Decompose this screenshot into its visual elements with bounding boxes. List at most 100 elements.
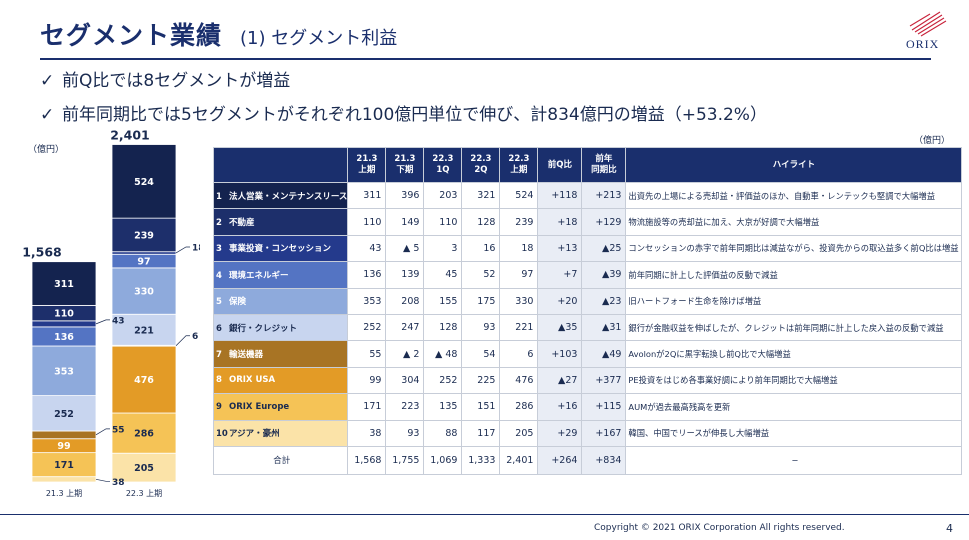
value-cell: 203 [423, 181, 463, 210]
check-icon: ✓ [40, 105, 55, 125]
value-cell: 128 [461, 208, 501, 236]
table-row: 7 輸送機器 55 ▲ 2 ▲ 48 54 6 +103 ▲49 Avolonが2Qに黒字転換し前… [212, 340, 963, 368]
yoy-change-cell: +213 [581, 181, 627, 210]
value-cell: 221 [499, 313, 539, 342]
segment-label: 保険 [229, 297, 247, 308]
table-unit-label: （億円） [914, 136, 951, 146]
value-cell: 252 [423, 366, 463, 395]
value-cell: 93 [461, 313, 501, 342]
highlight-cell: − [625, 445, 963, 475]
yoy-change-cell: ▲39 [581, 261, 627, 289]
bullet-1: ✓ 前Q比では8セグメントが増益 [40, 66, 290, 91]
qoq-change-cell: +16 [537, 393, 583, 421]
column-header: 22.3 上期 [499, 147, 539, 183]
segment-index: 1 [216, 191, 222, 202]
bar-value-label: 99 [57, 441, 70, 452]
segment-name: 9 ORIX Europe [212, 393, 349, 421]
value-cell: 311 [347, 181, 387, 210]
qoq-change-cell: +103 [537, 340, 583, 368]
column-header: 21.3 上期 [347, 147, 387, 183]
bar-segment [31, 261, 97, 306]
table-header-row: 21.3 上期 21.3 下期 22.3 1Q 22.3 2Q 22.3 上期 前Q比 前年 同期比 ハイ… [212, 147, 963, 183]
table-row: 10アジア・豪州 38 93 88 117 205 +29 +167 韓国、中国でリースが伸長し… [212, 419, 963, 447]
segment-label: 不動産 [229, 218, 255, 229]
table-row: 8 ORIX USA 99 304 252 225 476 ▲27 +377 PE投資をはじめ各事… [212, 366, 963, 395]
segment-index: 10 [216, 429, 228, 440]
segment-name: 6 銀行・クレジット [212, 313, 349, 342]
value-cell: 1,755 [385, 445, 425, 475]
bar-value-label: 524 [134, 177, 154, 188]
bar-segment [31, 345, 97, 396]
bar-value-label: 353 [54, 366, 74, 377]
value-cell: 55 [347, 340, 387, 368]
segment-name: 8 ORIX USA [212, 366, 349, 395]
bar-total-label: 1,568 [22, 245, 62, 260]
value-cell: 99 [347, 366, 387, 395]
category-label: 22.3 上期 [126, 489, 162, 498]
segment-index: 3 [216, 244, 222, 255]
copyright-text: Copyright © 2021 ORIX Corporation All ri… [594, 523, 845, 533]
page-title: セグメント業績 [40, 21, 223, 50]
value-cell: 286 [499, 393, 539, 421]
yoy-change-cell: ▲23 [581, 287, 627, 315]
side-value-label: 18 [192, 243, 200, 253]
qoq-change-cell: +118 [537, 181, 583, 210]
highlight-cell: AUMが過去最高残高を更新 [625, 393, 963, 421]
leader-line [175, 246, 190, 254]
bar-value-label: 239 [134, 230, 154, 241]
highlight-cell: 韓国、中国でリースが伸長し大幅増益 [625, 419, 963, 447]
value-cell: 476 [499, 366, 539, 395]
value-cell: 225 [461, 366, 501, 395]
column-header: ハイライト [625, 147, 963, 183]
value-cell: 151 [461, 393, 501, 421]
bar-segment [111, 412, 177, 454]
value-cell: 54 [461, 340, 501, 368]
value-cell: ▲ 48 [423, 340, 463, 368]
value-cell: 18 [499, 234, 539, 263]
bar-value-label: 286 [134, 429, 154, 440]
segment-name: 合計 [212, 445, 349, 475]
value-cell: 135 [423, 393, 463, 421]
bar-total-label: 2,401 [110, 128, 150, 143]
segment-label: 輸送機器 [229, 350, 264, 361]
value-cell: 1,568 [347, 445, 387, 475]
side-value-label: 55 [112, 425, 125, 435]
segment-label: 事業投資・コンセッション [229, 244, 332, 255]
bar-segment [111, 217, 177, 253]
bullet-text: 前Q比では8セグメントが増益 [62, 71, 291, 91]
highlight-cell: コンセッションの赤字で前年同期比は減益ながら、投資先からの取込益多く前Q比は増益 [625, 234, 963, 263]
segment-label: 環境エネルギー [229, 270, 289, 281]
highlight-cell: Avolonが2Qに黒字転換し前Q比で大幅増益 [625, 340, 963, 368]
segment-name: 1 法人営業・メンテナンスリース [212, 181, 349, 210]
value-cell: 353 [347, 287, 387, 315]
yoy-change-cell: +834 [581, 445, 627, 475]
bar-value-label: 136 [54, 332, 74, 343]
bar-segment [111, 144, 177, 219]
value-cell: 38 [347, 419, 387, 447]
table-row: 2 不動産 110 149 110 128 239 +18 +129 物流施設等の売却益に加え、大… [212, 208, 963, 236]
qoq-change-cell: +7 [537, 261, 583, 289]
value-cell: 110 [347, 208, 387, 236]
value-cell: 16 [461, 234, 501, 263]
segment-name: 5 保険 [212, 287, 349, 315]
qoq-change-cell: +29 [537, 419, 583, 447]
value-cell: 110 [423, 208, 463, 236]
segment-name: 10アジア・豪州 [212, 419, 349, 447]
segment-name: 3 事業投資・コンセッション [212, 234, 349, 263]
value-cell: 43 [347, 234, 387, 263]
leader-line [95, 478, 110, 482]
value-cell: 223 [385, 393, 425, 421]
value-cell: 128 [423, 313, 463, 342]
segment-label: アジア・豪州 [229, 429, 280, 440]
value-cell: 139 [385, 261, 425, 289]
highlight-cell: PE投資をはじめ各事業好調により前年同期比で大幅増益 [625, 366, 963, 395]
bar-segment [111, 313, 177, 346]
value-cell: 136 [347, 261, 387, 289]
segment-index: 6 [216, 323, 222, 334]
value-cell: 175 [461, 287, 501, 315]
segment-name: 7 輸送機器 [212, 340, 349, 368]
table-row: 4 環境エネルギー 136 139 45 52 97 +7 ▲39 前年同期に計上した評価益の反動… [212, 261, 963, 289]
logo-text: ORIX [906, 37, 940, 51]
bar-value-label: 171 [54, 460, 74, 471]
side-value-label: 38 [112, 478, 125, 488]
